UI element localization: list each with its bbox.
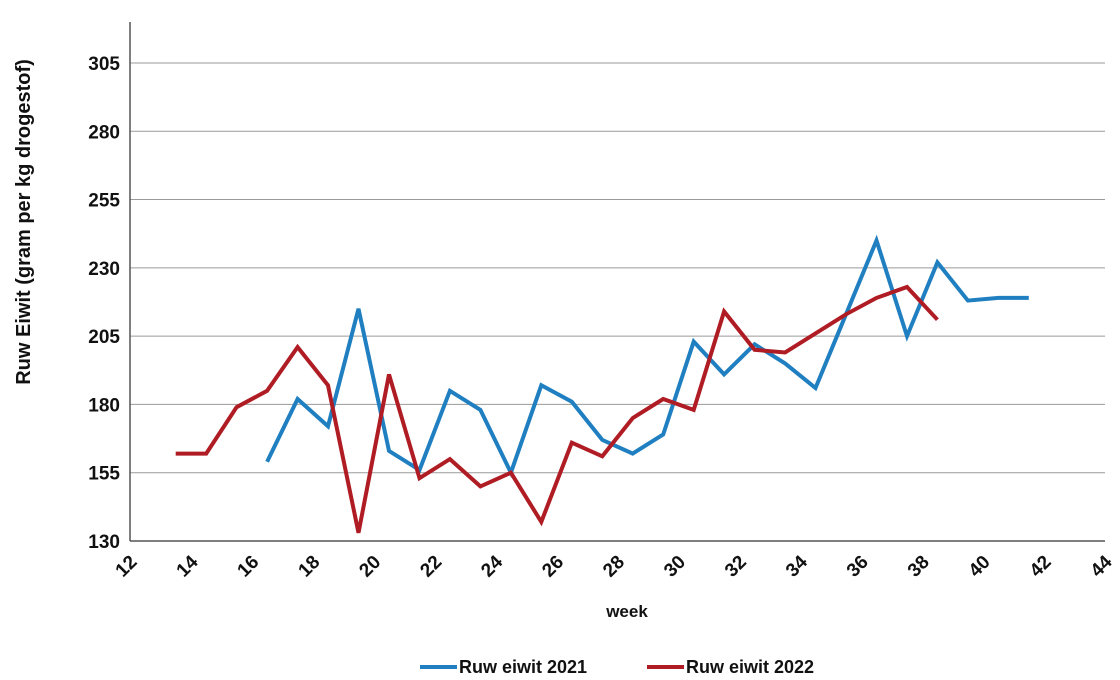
- x-tick-label-42: 42: [1026, 552, 1056, 582]
- y-tick-label-205: 205: [88, 327, 120, 348]
- x-tick-label-40: 40: [965, 552, 995, 582]
- x-tick-label-26: 26: [538, 552, 568, 582]
- x-tick-label-22: 22: [416, 552, 446, 582]
- axes: [129, 22, 1105, 542]
- series-line-2022: [175, 284, 939, 534]
- x-tick-labels: 12 14 16 18 20 22 24 26 28 30 32 34 36 38 40 42 44: [112, 551, 1117, 581]
- series-line-2021: [265, 234, 1029, 478]
- x-tick-label-30: 30: [660, 552, 690, 582]
- x-tick-label-34: 34: [782, 551, 812, 581]
- legend-label-2022: Ruw eiwit 2022: [686, 657, 814, 677]
- x-tick-label-32: 32: [721, 552, 751, 582]
- x-tick-label-36: 36: [843, 552, 873, 582]
- x-tick-label-18: 18: [295, 552, 325, 582]
- plot-area: [130, 22, 1105, 541]
- x-tick-label-38: 38: [904, 552, 934, 582]
- y-tick-label-155: 155: [88, 464, 120, 485]
- legend-label-2021: Ruw eiwit 2021: [459, 657, 587, 677]
- y-tick-labels: 130 155 180 205 230 255 280 305: [88, 54, 120, 553]
- x-tick-label-12: 12: [112, 552, 142, 582]
- y-tick-label-230: 230: [88, 259, 120, 280]
- x-tick-label-14: 14: [173, 551, 203, 581]
- x-tick-label-44: 44: [1087, 551, 1117, 581]
- y-tick-label-280: 280: [88, 122, 120, 143]
- gridlines: [130, 62, 1105, 474]
- x-tick-label-24: 24: [477, 551, 507, 581]
- legend: Ruw eiwit 2021 Ruw eiwit 2022: [420, 657, 814, 677]
- y-tick-label-305: 305: [88, 54, 120, 75]
- x-tick-label-16: 16: [234, 552, 264, 582]
- series-lines: [175, 234, 1029, 534]
- x-tick-label-20: 20: [355, 552, 385, 582]
- y-tick-label-255: 255: [88, 191, 120, 212]
- x-tick-label-28: 28: [599, 552, 629, 582]
- x-axis-title: week: [605, 602, 648, 621]
- y-axis-title: Ruw Eiwit (gram per kg drogestof): [13, 59, 35, 385]
- y-tick-label-180: 180: [88, 395, 120, 416]
- y-tick-label-130: 130: [88, 532, 120, 553]
